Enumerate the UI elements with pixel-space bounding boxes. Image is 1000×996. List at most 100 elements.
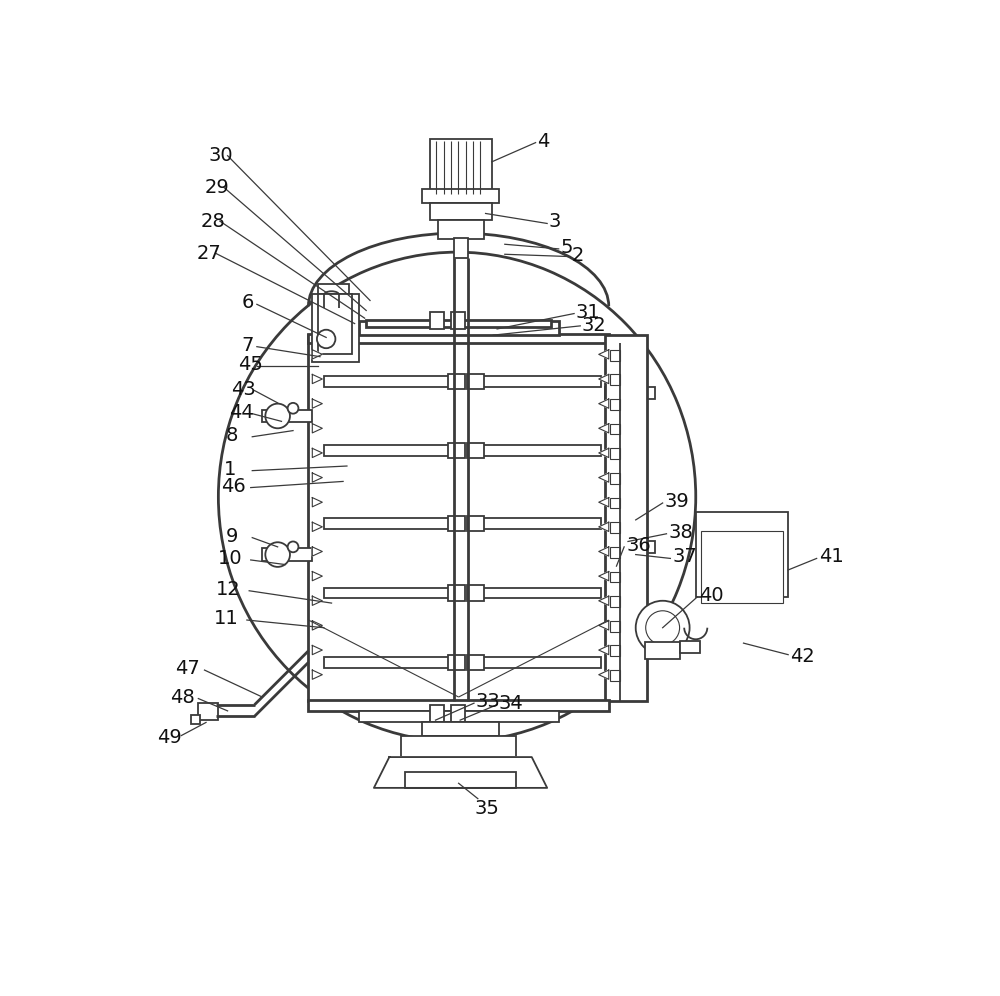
Text: 31: 31: [576, 303, 600, 322]
Bar: [308, 335, 609, 701]
Bar: [696, 512, 788, 597]
Circle shape: [608, 535, 633, 559]
Polygon shape: [374, 757, 547, 788]
Text: 5: 5: [560, 238, 573, 257]
Bar: [645, 641, 680, 658]
Polygon shape: [312, 448, 322, 457]
Bar: [324, 375, 451, 386]
Polygon shape: [599, 572, 609, 581]
Text: 43: 43: [231, 379, 256, 398]
Polygon shape: [599, 423, 609, 433]
Bar: [451, 312, 465, 329]
Bar: [366, 320, 551, 328]
Text: 9: 9: [226, 527, 238, 546]
Circle shape: [636, 601, 690, 654]
Text: 33: 33: [476, 692, 500, 711]
Text: 46: 46: [221, 476, 246, 496]
Polygon shape: [599, 522, 609, 532]
Bar: [610, 423, 620, 434]
Text: 30: 30: [208, 146, 233, 165]
Polygon shape: [312, 645, 322, 654]
Bar: [324, 588, 451, 599]
Text: 10: 10: [218, 549, 243, 568]
Polygon shape: [312, 399, 322, 408]
Text: 36: 36: [626, 536, 651, 555]
Text: 48: 48: [170, 687, 195, 706]
Text: 1: 1: [224, 459, 236, 479]
Polygon shape: [312, 473, 322, 482]
Bar: [467, 586, 484, 601]
Bar: [318, 294, 352, 355]
Text: 11: 11: [214, 609, 238, 628]
Polygon shape: [312, 621, 322, 630]
Text: 35: 35: [474, 799, 499, 818]
Bar: [438, 220, 484, 239]
Polygon shape: [599, 448, 609, 457]
Text: 7: 7: [241, 337, 254, 356]
Bar: [610, 350, 620, 361]
Bar: [610, 498, 620, 508]
Bar: [610, 399, 620, 409]
Circle shape: [646, 611, 680, 644]
Bar: [467, 654, 484, 670]
Bar: [470, 375, 601, 386]
Bar: [610, 572, 620, 583]
Text: 3: 3: [549, 212, 561, 231]
Bar: [430, 705, 444, 722]
Bar: [451, 705, 465, 722]
Bar: [448, 516, 465, 532]
Polygon shape: [312, 597, 322, 606]
Polygon shape: [599, 645, 609, 654]
Bar: [448, 443, 465, 458]
Bar: [467, 374, 484, 389]
Bar: [467, 443, 484, 458]
Text: 47: 47: [175, 659, 200, 678]
Bar: [430, 138, 492, 196]
Bar: [405, 773, 516, 788]
Text: 42: 42: [790, 647, 814, 666]
Bar: [262, 549, 312, 561]
Bar: [610, 670, 620, 681]
Polygon shape: [312, 350, 322, 359]
Text: 32: 32: [582, 316, 607, 335]
Bar: [610, 547, 620, 558]
Bar: [448, 654, 465, 670]
Text: 28: 28: [201, 212, 225, 231]
Bar: [324, 518, 451, 529]
Circle shape: [288, 542, 298, 552]
Polygon shape: [312, 374, 322, 383]
Polygon shape: [312, 498, 322, 507]
Circle shape: [265, 403, 290, 428]
Text: 49: 49: [157, 727, 182, 747]
Circle shape: [288, 402, 298, 413]
Bar: [324, 657, 451, 667]
Bar: [191, 715, 200, 724]
Text: 44: 44: [229, 402, 254, 421]
Text: 45: 45: [238, 355, 262, 374]
Bar: [470, 588, 601, 599]
Bar: [262, 409, 312, 422]
Text: 38: 38: [669, 523, 694, 542]
Polygon shape: [599, 621, 609, 630]
Text: 6: 6: [241, 293, 254, 313]
Polygon shape: [312, 547, 322, 556]
Polygon shape: [312, 670, 322, 679]
Bar: [430, 202, 492, 220]
Polygon shape: [599, 374, 609, 383]
Bar: [610, 374, 620, 385]
Text: 29: 29: [205, 177, 229, 197]
Text: 39: 39: [665, 492, 690, 511]
Circle shape: [317, 330, 335, 349]
Bar: [610, 621, 620, 631]
Bar: [467, 516, 484, 532]
Bar: [324, 445, 451, 456]
Bar: [610, 473, 620, 484]
Text: 40: 40: [699, 586, 723, 605]
Bar: [470, 518, 601, 529]
Bar: [605, 335, 647, 701]
Bar: [605, 386, 655, 399]
Bar: [318, 284, 349, 295]
Polygon shape: [599, 670, 609, 679]
Polygon shape: [312, 423, 322, 433]
Polygon shape: [599, 350, 609, 359]
